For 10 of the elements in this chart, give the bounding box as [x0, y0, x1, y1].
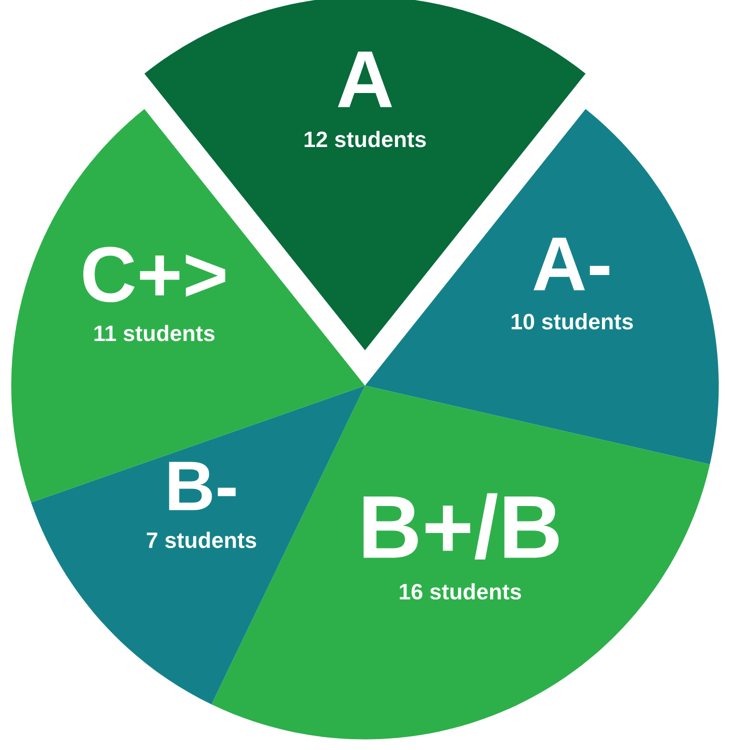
data-label: 11 students [94, 324, 214, 342]
slice-label: B- [169, 462, 236, 510]
slice-label: B+/B [364, 493, 559, 560]
slice-label: A [338, 52, 392, 108]
data-label: 7 students [146, 532, 256, 548]
data-label: 10 students [512, 313, 633, 330]
slice-label: C+> [83, 246, 226, 302]
data-label: 16 students [400, 583, 522, 600]
data-label: 12 students [304, 130, 426, 148]
slice-label: A- [534, 238, 610, 290]
